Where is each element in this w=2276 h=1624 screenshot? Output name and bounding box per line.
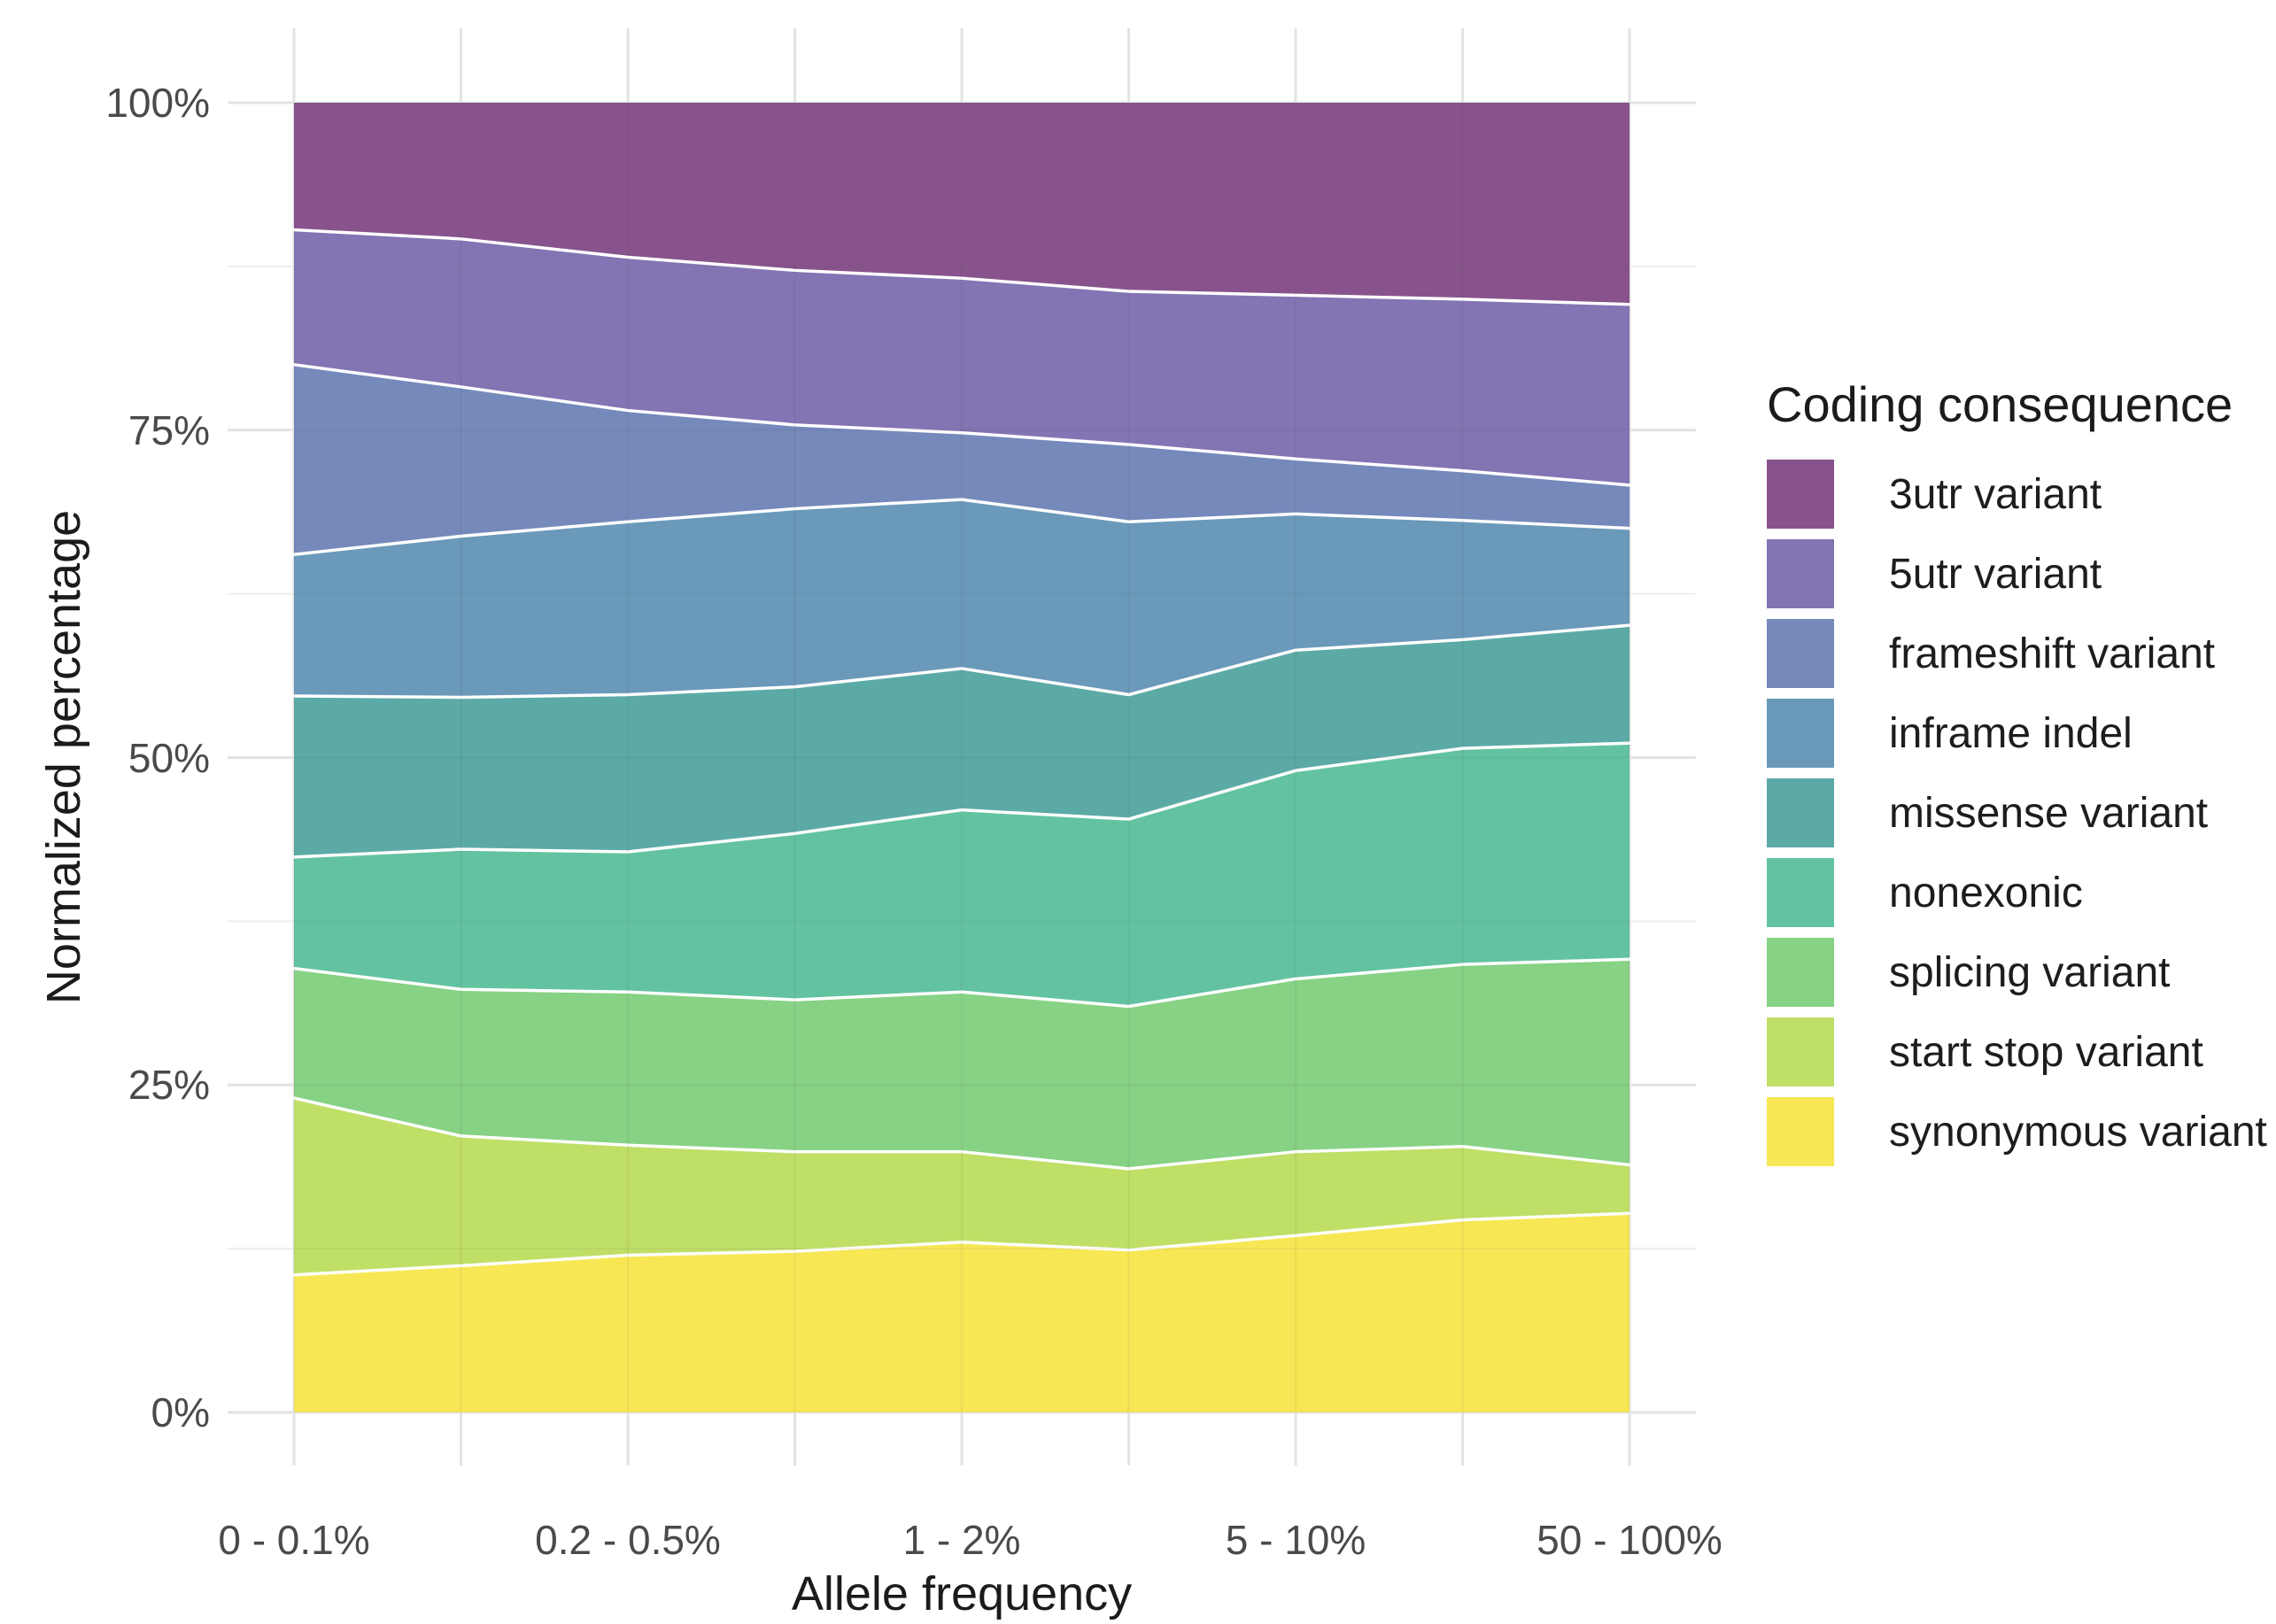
area-inframe-indel bbox=[294, 499, 1630, 698]
band-separator-line bbox=[292, 957, 1631, 1009]
legend-item-missense-variant: missense variant bbox=[1767, 778, 2267, 847]
legend-swatch-frameshift-variant bbox=[1767, 619, 1834, 688]
legend-item-label: missense variant bbox=[1889, 789, 2209, 837]
y-tick-label: 50% bbox=[128, 734, 210, 781]
band-separator-line bbox=[292, 1211, 1631, 1277]
x-axis-title: Allele frequency bbox=[791, 1567, 1133, 1620]
legend-item-inframe-indel: inframe indel bbox=[1767, 699, 2267, 768]
area-start-stop-variant bbox=[294, 1098, 1630, 1275]
x-tick-label: 0 - 0.1% bbox=[218, 1517, 370, 1563]
x-tick-label: 1 - 2% bbox=[902, 1517, 1021, 1563]
legend-item-label: start stop variant bbox=[1889, 1028, 2203, 1076]
legend-item-synonymous-variant: synonymous variant bbox=[1767, 1097, 2267, 1166]
band-separators bbox=[292, 228, 1631, 1277]
area-frameshift-variant bbox=[294, 364, 1630, 555]
area-synonymous-variant bbox=[294, 1213, 1630, 1412]
legend-items: 3utr variant 5utr variant frameshift varia… bbox=[1767, 460, 2267, 1166]
area-3utr-variant bbox=[294, 103, 1630, 305]
legend-item-nonexonic: nonexonic bbox=[1767, 858, 2267, 927]
legend-swatch-start-stop-variant bbox=[1767, 1017, 1834, 1087]
legend-item-label: 3utr variant bbox=[1889, 470, 2102, 518]
y-tick-label: 100% bbox=[105, 80, 210, 126]
x-tick-label: 0.2 - 0.5% bbox=[535, 1517, 721, 1563]
band-separator-line bbox=[292, 623, 1631, 700]
legend-item-start-stop-variant: start stop variant bbox=[1767, 1017, 2267, 1087]
legend-item-label: frameshift variant bbox=[1889, 630, 2216, 677]
area-5utr-variant bbox=[294, 229, 1630, 485]
legend-item-frameshift-variant: frameshift variant bbox=[1767, 619, 2267, 688]
y-tick-label: 75% bbox=[128, 406, 210, 453]
stacked-areas bbox=[294, 103, 1630, 1412]
area-splicing-variant bbox=[294, 959, 1630, 1169]
x-tick-label: 50 - 100% bbox=[1537, 1517, 1722, 1563]
legend-swatch-3utr-variant bbox=[1767, 460, 1834, 529]
legend-item-label: 5utr variant bbox=[1889, 550, 2102, 598]
y-tick-label: 25% bbox=[128, 1062, 210, 1109]
legend-swatch-inframe-indel bbox=[1767, 699, 1834, 768]
band-separator-line bbox=[292, 228, 1631, 306]
legend-title: Coding consequence bbox=[1767, 376, 2233, 432]
legend: Coding consequence 3utr variant 5utr vari… bbox=[1767, 375, 2267, 1177]
y-axis-title: Normalized percentage bbox=[37, 509, 90, 1005]
area-nonexonic bbox=[294, 743, 1630, 1007]
legend-item-label: synonymous variant bbox=[1889, 1108, 2267, 1156]
legend-item-splicing-variant: splicing variant bbox=[1767, 938, 2267, 1007]
band-separator-line bbox=[292, 363, 1631, 487]
legend-item-label: nonexonic bbox=[1889, 869, 2083, 916]
legend-item-3utr-variant: 3utr variant bbox=[1767, 460, 2267, 529]
y-tick-label: 0% bbox=[151, 1389, 210, 1435]
legend-item-label: inframe indel bbox=[1889, 709, 2133, 757]
band-separator-line bbox=[292, 741, 1631, 859]
legend-swatch-nonexonic bbox=[1767, 858, 1834, 927]
legend-swatch-5utr-variant bbox=[1767, 539, 1834, 608]
x-tick-label: 5 - 10% bbox=[1225, 1517, 1366, 1563]
area-missense-variant bbox=[294, 625, 1630, 857]
legend-swatch-missense-variant bbox=[1767, 778, 1834, 847]
band-separator-line bbox=[292, 498, 1631, 557]
band-separator-line bbox=[292, 1096, 1631, 1171]
legend-swatch-synonymous-variant bbox=[1767, 1097, 1834, 1166]
legend-item-label: splicing variant bbox=[1889, 948, 2171, 996]
legend-item-5utr-variant: 5utr variant bbox=[1767, 539, 2267, 608]
legend-swatch-splicing-variant bbox=[1767, 938, 1834, 1007]
gridlines-overlay bbox=[294, 103, 1630, 1412]
